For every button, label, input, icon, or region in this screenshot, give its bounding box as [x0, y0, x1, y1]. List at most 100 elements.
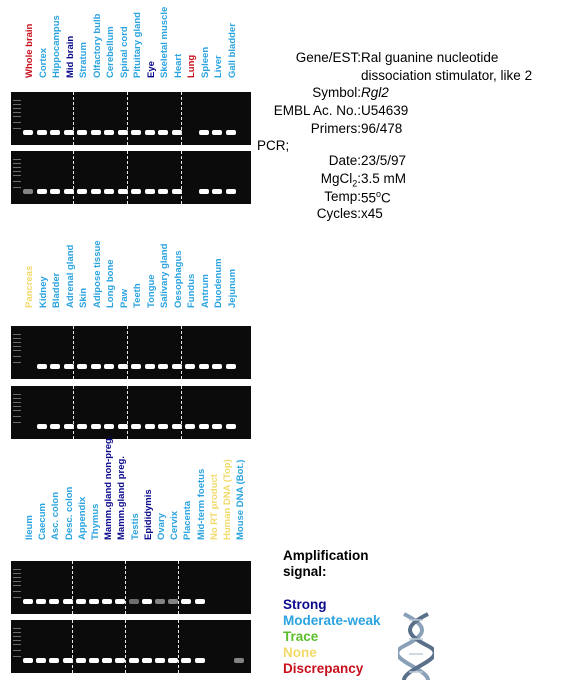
pcr-band — [75, 599, 86, 604]
legend-title-line2: signal: — [283, 564, 327, 579]
tissue-label-text: Eye — [145, 61, 157, 78]
ladder-band — [13, 356, 21, 357]
tissue-label: Mid-term foetus — [196, 469, 207, 550]
group-separator — [177, 620, 179, 673]
dna-ladder — [13, 155, 21, 200]
tissue-label-text: Adrenal gland — [64, 244, 76, 308]
pcr-band — [63, 130, 74, 135]
pcr-band — [158, 364, 168, 369]
pcr-band — [171, 424, 182, 429]
primers-value: 96/478 — [361, 121, 403, 136]
cycles-value: x45 — [361, 206, 383, 221]
pcr-band — [171, 189, 182, 194]
ladder-band — [13, 175, 21, 176]
pcr-band — [198, 424, 209, 429]
pcr-band — [102, 658, 113, 663]
pcr-band — [181, 658, 192, 663]
tissue-label-text: Cerebellum — [105, 26, 116, 78]
pcr-band — [50, 364, 60, 369]
temp-unit: C — [381, 190, 391, 206]
ladder-band — [13, 171, 21, 172]
ladder-band — [13, 167, 21, 168]
pcr-band — [36, 189, 47, 194]
tissue-label-text: Lung — [186, 54, 197, 78]
tissue-label: Pancreas — [24, 266, 35, 318]
pcr-band — [63, 364, 74, 369]
ladder-band — [13, 422, 21, 423]
panel-2-gel-top — [11, 326, 251, 379]
mgcl2-label-colon: : — [357, 171, 361, 186]
gene-name-line1: Ral guanine nucleotide — [361, 50, 499, 65]
ladder-band — [13, 346, 21, 347]
symbol-value: Rgl2 — [361, 85, 389, 100]
tissue-label-text: No RT product — [208, 474, 220, 540]
ladder-band — [13, 577, 21, 578]
pcr-band — [50, 424, 60, 429]
gene-name-line2: dissociation stimulator, like 2 — [361, 68, 533, 83]
tissue-label: Mouse DNA (Bot.) — [235, 460, 246, 550]
tissue-label-text: Cervix — [169, 510, 181, 540]
tissue-label: Olfactory bulb — [92, 14, 103, 88]
legend-moderate-weak: Moderate-weak — [283, 613, 381, 628]
pcr-band — [104, 130, 114, 135]
pcr-band — [185, 424, 195, 429]
pcr-band — [62, 658, 73, 663]
pcr-band — [198, 130, 209, 135]
ladder-band — [13, 338, 21, 339]
pcr-band — [131, 364, 141, 369]
ladder-band — [13, 656, 21, 657]
tissue-label: Skeletal muscle — [159, 7, 170, 88]
tissue-label: Cerebellum — [105, 26, 116, 88]
tissue-label-text: Pancreas — [24, 265, 35, 308]
pcr-band — [198, 364, 209, 369]
date-label: Date: — [328, 153, 361, 168]
pcr-band — [158, 130, 168, 135]
pcr-band — [212, 424, 222, 429]
ladder-band — [13, 573, 21, 574]
group-separator — [73, 386, 75, 439]
pcr-band — [155, 599, 165, 604]
tissue-label-text: Skin — [78, 287, 89, 308]
pcr-band — [50, 189, 60, 194]
tissue-label: Pituitary gland — [132, 12, 143, 88]
legend-trace: Trace — [283, 629, 319, 644]
mgcl2-label-subscript: 2 — [352, 178, 358, 189]
pcr-band — [50, 130, 60, 135]
tissue-label: Duodenum — [213, 258, 224, 318]
cycles-label: Cycles: — [316, 206, 361, 221]
tissue-label: Mamm.gland preg. — [116, 456, 127, 550]
ladder-band — [13, 187, 21, 188]
tissue-label: Skin — [78, 288, 89, 318]
amplification-legend: Amplification signal: Strong Moderate-we… — [283, 548, 483, 684]
panel-2-gel-bottom — [11, 386, 251, 439]
ladder-band — [13, 406, 21, 407]
pcr-band — [128, 658, 139, 663]
ladder-band — [13, 108, 21, 109]
pcr-band — [131, 424, 141, 429]
dna-helix-icon — [398, 612, 434, 681]
ladder-band — [13, 640, 21, 641]
tissue-label: Asc. colon — [50, 492, 61, 550]
tissue-label-text: Human DNA (Top) — [222, 459, 233, 540]
tissue-label-text: Liver — [213, 55, 224, 78]
ladder-band — [13, 650, 21, 651]
panel-1-gel-bottom — [11, 151, 251, 204]
ladder-band — [13, 402, 21, 403]
pcr-band — [158, 189, 168, 194]
ladder-band — [13, 585, 21, 586]
tissue-label: Epididymis — [143, 489, 154, 550]
tissue-label: Mamm.gland non-preg. — [103, 436, 114, 550]
tissue-label: Kidney — [38, 276, 49, 318]
pcr-band — [90, 424, 101, 429]
pcr-band — [63, 424, 74, 429]
panel-3-gel-top — [11, 561, 251, 614]
panel-1-labels: Whole brain Cortex Hippocampus Mid brain Str… — [11, 7, 251, 88]
tissue-label: Caecum — [37, 503, 48, 550]
ladder-band — [13, 398, 21, 399]
tissue-label-text: Antrum — [199, 274, 211, 308]
pcr-band — [36, 424, 47, 429]
pcr-band — [234, 658, 245, 663]
tissue-label-text: Caecum — [37, 503, 49, 540]
group-separator — [73, 92, 75, 145]
ladder-band — [13, 159, 21, 160]
